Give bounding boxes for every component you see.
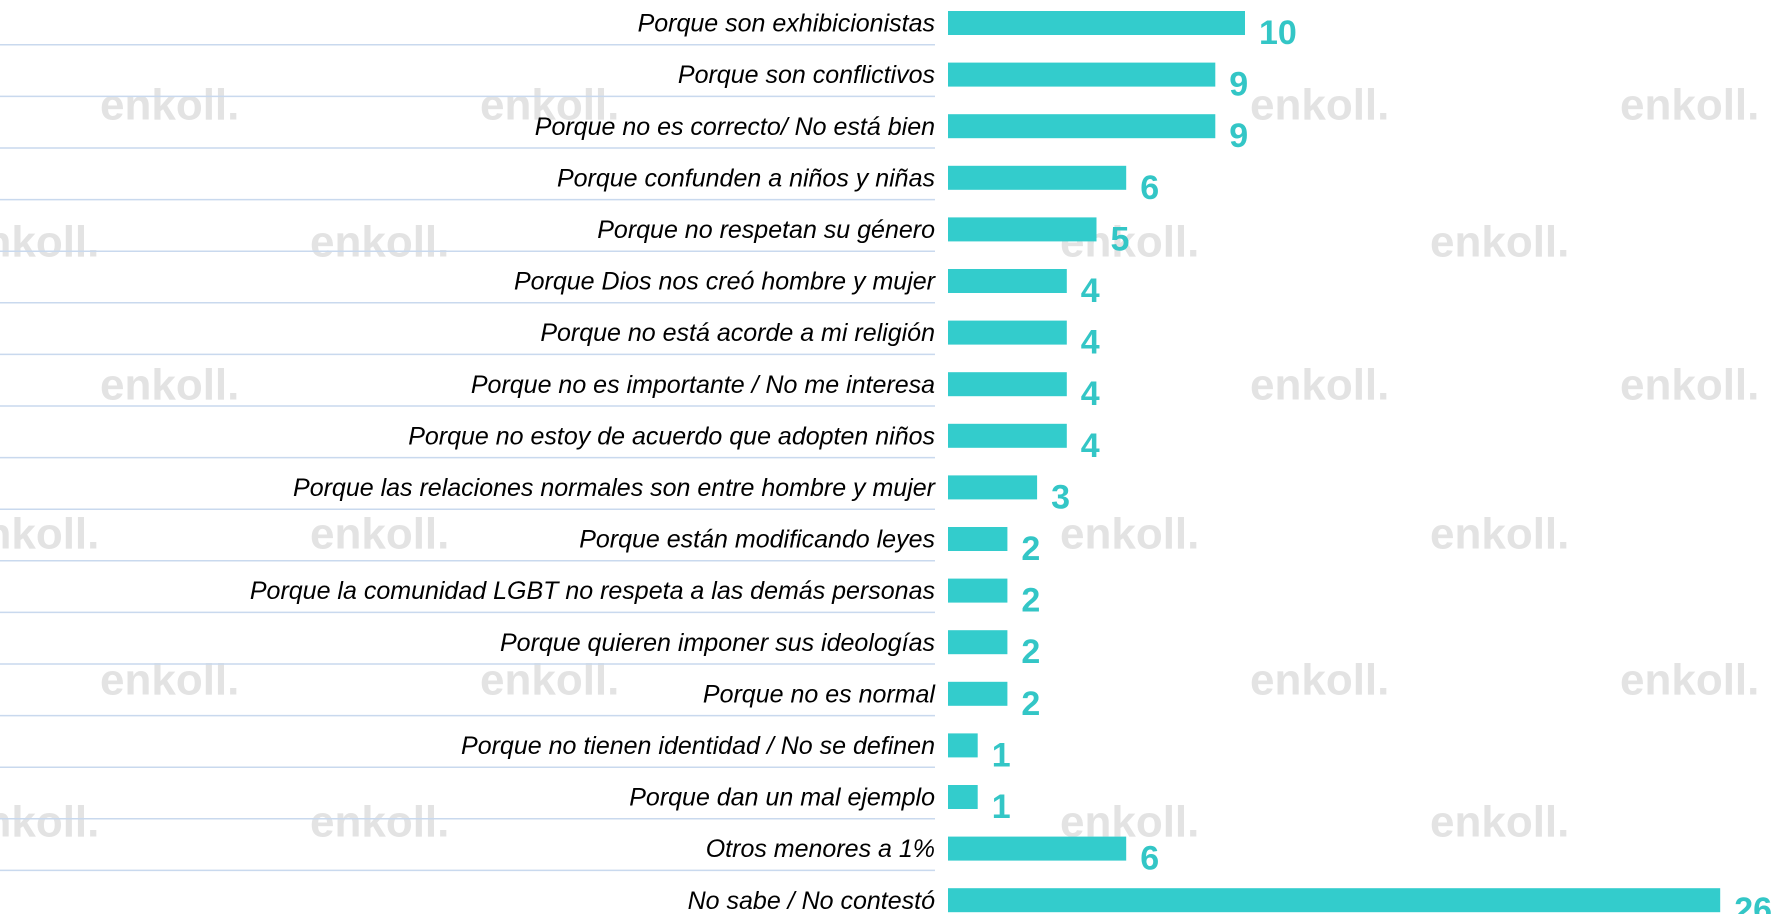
- watermark: enkoll.: [480, 656, 619, 705]
- value-label: 5: [1111, 220, 1130, 258]
- bar: [948, 527, 1008, 551]
- watermark: enkoll.: [100, 81, 239, 130]
- watermark: enkoll.: [100, 656, 239, 705]
- value-label: 6: [1140, 169, 1159, 207]
- value-label: 9: [1229, 117, 1248, 155]
- category-label: Porque quieren imponer sus ideologías: [500, 629, 935, 657]
- value-label: 10: [1259, 14, 1297, 52]
- value-label: 4: [1081, 427, 1100, 465]
- watermark: enkoll.: [480, 81, 619, 130]
- bar: [948, 630, 1008, 655]
- value-label: 1: [992, 736, 1011, 774]
- value-label: 4: [1081, 375, 1100, 413]
- category-label: Porque no estoy de acuerdo que adopten n…: [408, 422, 935, 450]
- category-label: Porque la comunidad LGBT no respeta a la…: [250, 577, 935, 605]
- watermark: enkoll.: [1250, 656, 1389, 705]
- watermark: enkoll.: [0, 510, 99, 559]
- bar: [948, 11, 1245, 35]
- watermark: enkoll.: [1430, 510, 1569, 559]
- watermark: enkoll.: [1430, 798, 1569, 847]
- value-label: 3: [1051, 478, 1070, 516]
- category-label: Porque las relaciones normales son entre…: [293, 474, 937, 502]
- watermark: enkoll.: [0, 798, 99, 847]
- category-label: Porque no tienen identidad / No se defin…: [461, 732, 935, 760]
- category-label: Porque no es normal: [703, 680, 937, 708]
- watermark: enkoll.: [0, 218, 99, 267]
- bar: [948, 62, 1216, 87]
- value-label: 6: [1140, 840, 1159, 878]
- bar: [948, 372, 1067, 397]
- bar: [948, 733, 978, 758]
- value-label: 9: [1229, 66, 1248, 104]
- watermark: enkoll.: [310, 218, 449, 267]
- value-label: 4: [1081, 324, 1100, 362]
- category-label: Porque son exhibicionistas: [638, 10, 935, 38]
- category-label: Porque están modificando leyes: [579, 526, 935, 554]
- value-label: 26: [1734, 891, 1772, 914]
- bar: [948, 269, 1067, 293]
- watermark: enkoll.: [310, 798, 449, 847]
- watermark: enkoll.: [1250, 81, 1389, 130]
- category-label: Porque Dios nos creó hombre y mujer: [514, 268, 937, 296]
- category-label: No sabe / No contestó: [688, 887, 935, 914]
- bar: [948, 785, 978, 809]
- value-label: 2: [1021, 582, 1040, 620]
- watermark: enkoll.: [1620, 81, 1759, 130]
- bar: [948, 217, 1097, 242]
- value-label: 2: [1021, 633, 1040, 671]
- bar: [948, 681, 1008, 706]
- bar: [948, 578, 1008, 603]
- bar: [948, 836, 1127, 861]
- bar: [948, 165, 1127, 190]
- watermark: enkoll.: [1620, 361, 1759, 410]
- bar: [948, 320, 1067, 345]
- watermark: enkoll.: [310, 510, 449, 559]
- bar: [948, 888, 1721, 913]
- value-label: 2: [1021, 530, 1040, 568]
- category-label: Porque no es correcto/ No está bien: [535, 113, 935, 141]
- bar: [948, 423, 1067, 448]
- bar: [948, 475, 1038, 500]
- category-label: Porque no está acorde a mi religión: [540, 319, 935, 347]
- bar: [948, 114, 1216, 139]
- watermark: enkoll.: [1060, 510, 1199, 559]
- category-label: Porque no respetan su género: [597, 216, 935, 244]
- watermark: enkoll.: [1430, 218, 1569, 267]
- value-label: 2: [1021, 685, 1040, 723]
- value-label: 1: [992, 788, 1011, 826]
- watermark: enkoll.: [100, 361, 239, 410]
- category-label: Porque no es importante / No me interesa: [471, 371, 935, 399]
- watermark: enkoll.: [1250, 361, 1389, 410]
- category-label: Porque son conflictivos: [678, 61, 935, 89]
- value-label: 4: [1081, 272, 1100, 310]
- category-label: Porque dan un mal ejemplo: [629, 784, 935, 812]
- category-label: Porque confunden a niños y niñas: [557, 164, 935, 192]
- category-label: Otros menores a 1%: [706, 835, 935, 863]
- watermark: enkoll.: [1620, 656, 1759, 705]
